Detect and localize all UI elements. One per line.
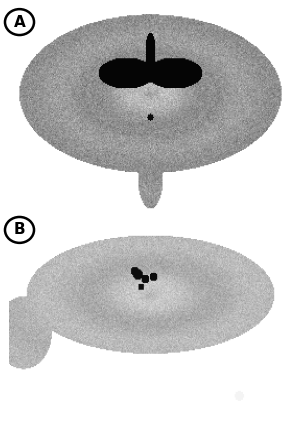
Text: B: B (14, 223, 25, 237)
Text: A: A (14, 15, 26, 29)
